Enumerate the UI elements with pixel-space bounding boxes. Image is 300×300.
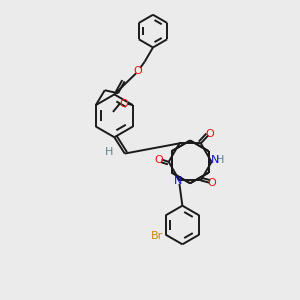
Text: Br: Br [151,231,163,242]
Text: O: O [134,66,142,76]
Text: O: O [155,154,164,164]
Text: O: O [206,129,214,139]
Text: O: O [208,178,217,188]
Text: O: O [119,99,128,109]
Text: H: H [105,147,113,157]
Text: N: N [174,176,182,186]
Text: N: N [211,154,219,164]
Text: H: H [216,154,224,164]
